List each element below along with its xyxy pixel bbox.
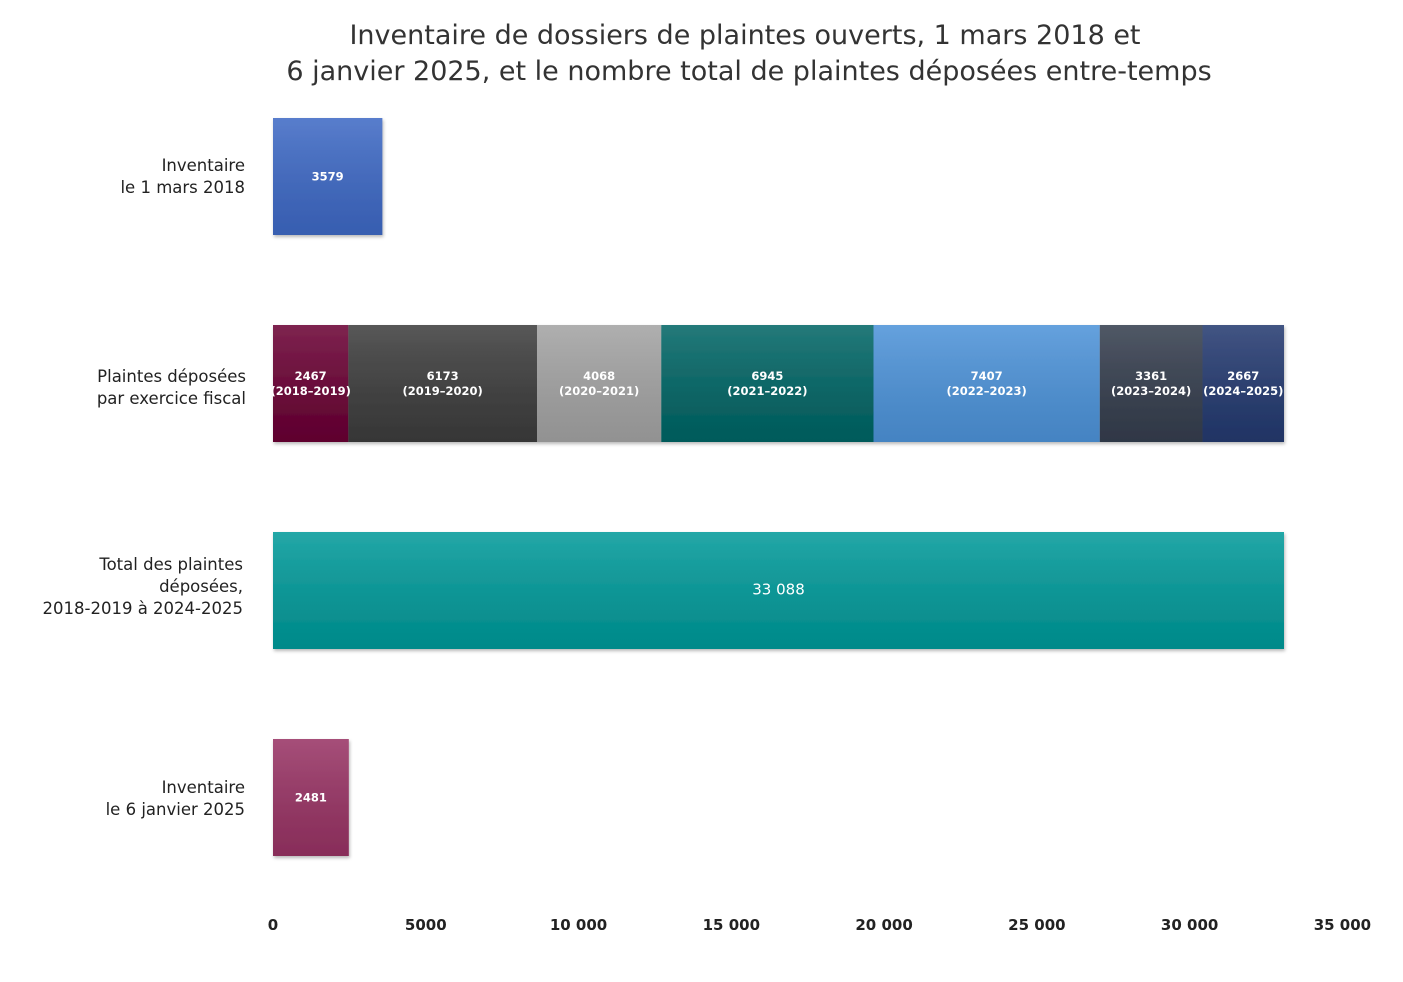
bar-group-deposees bbox=[273, 325, 1284, 442]
chart-title: Inventaire de dossiers de plaintes ouver… bbox=[286, 20, 1211, 87]
bar-segment-shading bbox=[348, 325, 537, 442]
category-label-line: déposées, bbox=[159, 577, 243, 596]
bar-data-label-line: (2018–2019) bbox=[271, 384, 351, 398]
bar-data-label: 2481 bbox=[295, 791, 327, 805]
chart-title-line-2: 6 janvier 2025, et le nombre total de pl… bbox=[286, 56, 1211, 87]
bar-data-label-line: 4068 bbox=[583, 369, 615, 383]
bar-data-label-line: 2667 bbox=[1227, 369, 1259, 383]
bar-data-label: 2467 (2018–2019) bbox=[271, 369, 351, 398]
bar-data-label-line: 33 088 bbox=[752, 581, 805, 599]
bar-segment-shading bbox=[273, 325, 349, 442]
chart-title-line-1: Inventaire de dossiers de plaintes ouver… bbox=[349, 20, 1140, 51]
bar-segment-shading bbox=[273, 118, 383, 235]
category-label-line: Inventaire bbox=[162, 156, 245, 175]
bar-labels-deposees: 2467 (2018–2019) 6173 (2019–2020) 4068 (2020–… bbox=[271, 369, 1284, 398]
bar-data-label-line: (2019–2020) bbox=[403, 384, 483, 398]
x-tick-label: 10 000 bbox=[550, 916, 607, 934]
bar-segment-shading bbox=[661, 325, 874, 442]
bar-data-label-line: 7407 bbox=[971, 369, 1003, 383]
category-label-line: Total des plaintes bbox=[98, 555, 243, 574]
x-tick-label: 35 000 bbox=[1314, 916, 1371, 934]
category-label-line: le 6 janvier 2025 bbox=[106, 800, 245, 819]
bar-labels-inv2025: 2481 bbox=[295, 791, 327, 805]
bar-data-label: 7407 (2022–2023) bbox=[947, 369, 1027, 398]
bar-segment-shading bbox=[273, 532, 1284, 649]
x-tick-label: 5000 bbox=[405, 916, 447, 934]
bar-data-label-line: (2020–2021) bbox=[559, 384, 639, 398]
bar-data-label: 6945 (2021–2022) bbox=[727, 369, 807, 398]
bar-labels-total: 33 088 bbox=[752, 581, 805, 599]
bar-data-label-line: 2467 bbox=[295, 369, 327, 383]
bar-data-label: 3361 (2023–2024) bbox=[1111, 369, 1191, 398]
x-tick-label: 20 000 bbox=[855, 916, 912, 934]
category-label-line: 2018-2019 à 2024-2025 bbox=[43, 599, 243, 618]
bar-data-label-line: (2021–2022) bbox=[727, 384, 807, 398]
bar-data-label-line: (2022–2023) bbox=[947, 384, 1027, 398]
bar-segment-shading bbox=[1202, 325, 1284, 442]
bar-data-label-line: 2481 bbox=[295, 791, 327, 805]
bar-data-label: 6173 (2019–2020) bbox=[403, 369, 483, 398]
category-label-total: Total des plaintes déposées, 2018-2019 à 2… bbox=[43, 555, 243, 618]
bar-data-label: 3579 bbox=[312, 170, 344, 184]
x-tick-label: 15 000 bbox=[703, 916, 760, 934]
x-tick-label: 0 bbox=[268, 916, 278, 934]
bar-group-inv2025 bbox=[273, 739, 349, 856]
category-label-line: par exercice fiscal bbox=[97, 389, 246, 408]
category-label-line: le 1 mars 2018 bbox=[120, 178, 245, 197]
x-axis: 0 5000 10 000 15 000 20 000 25 000 30 000 35 00… bbox=[268, 916, 1371, 934]
category-label-deposees: Plaintes déposées par exercice fiscal bbox=[97, 367, 246, 408]
bar-segment-shading bbox=[273, 739, 349, 856]
bar-data-label-line: 3361 bbox=[1135, 369, 1167, 383]
category-label-line: Plaintes déposées bbox=[97, 367, 246, 386]
bar-data-label-line: 6173 bbox=[427, 369, 459, 383]
x-tick-label: 30 000 bbox=[1161, 916, 1218, 934]
bar-data-label: 2667 (2024–2025) bbox=[1203, 369, 1283, 398]
x-tick-label: 25 000 bbox=[1008, 916, 1065, 934]
bar-data-label: 4068 (2020–2021) bbox=[559, 369, 639, 398]
bar-labels-inv2018: 3579 bbox=[312, 170, 344, 184]
category-label-inv2025: Inventaire le 6 janvier 2025 bbox=[106, 778, 245, 819]
bar-segment-shading bbox=[1099, 325, 1203, 442]
bar-data-label: 33 088 bbox=[752, 581, 805, 599]
bar-group-total bbox=[273, 532, 1284, 649]
bar-data-label-line: 6945 bbox=[751, 369, 783, 383]
bar-group-inv2018 bbox=[273, 118, 383, 235]
bar-data-label-line: (2023–2024) bbox=[1111, 384, 1191, 398]
bar-segment-shading bbox=[873, 325, 1100, 442]
bar-data-label-line: 3579 bbox=[312, 170, 344, 184]
bar-data-label-line: (2024–2025) bbox=[1203, 384, 1283, 398]
category-labels: Inventaire le 1 mars 2018 Plaintes déposée… bbox=[43, 156, 246, 819]
category-label-inv2018: Inventaire le 1 mars 2018 bbox=[120, 156, 245, 197]
category-label-line: Inventaire bbox=[162, 778, 245, 797]
bar-segment-shading bbox=[536, 325, 662, 442]
